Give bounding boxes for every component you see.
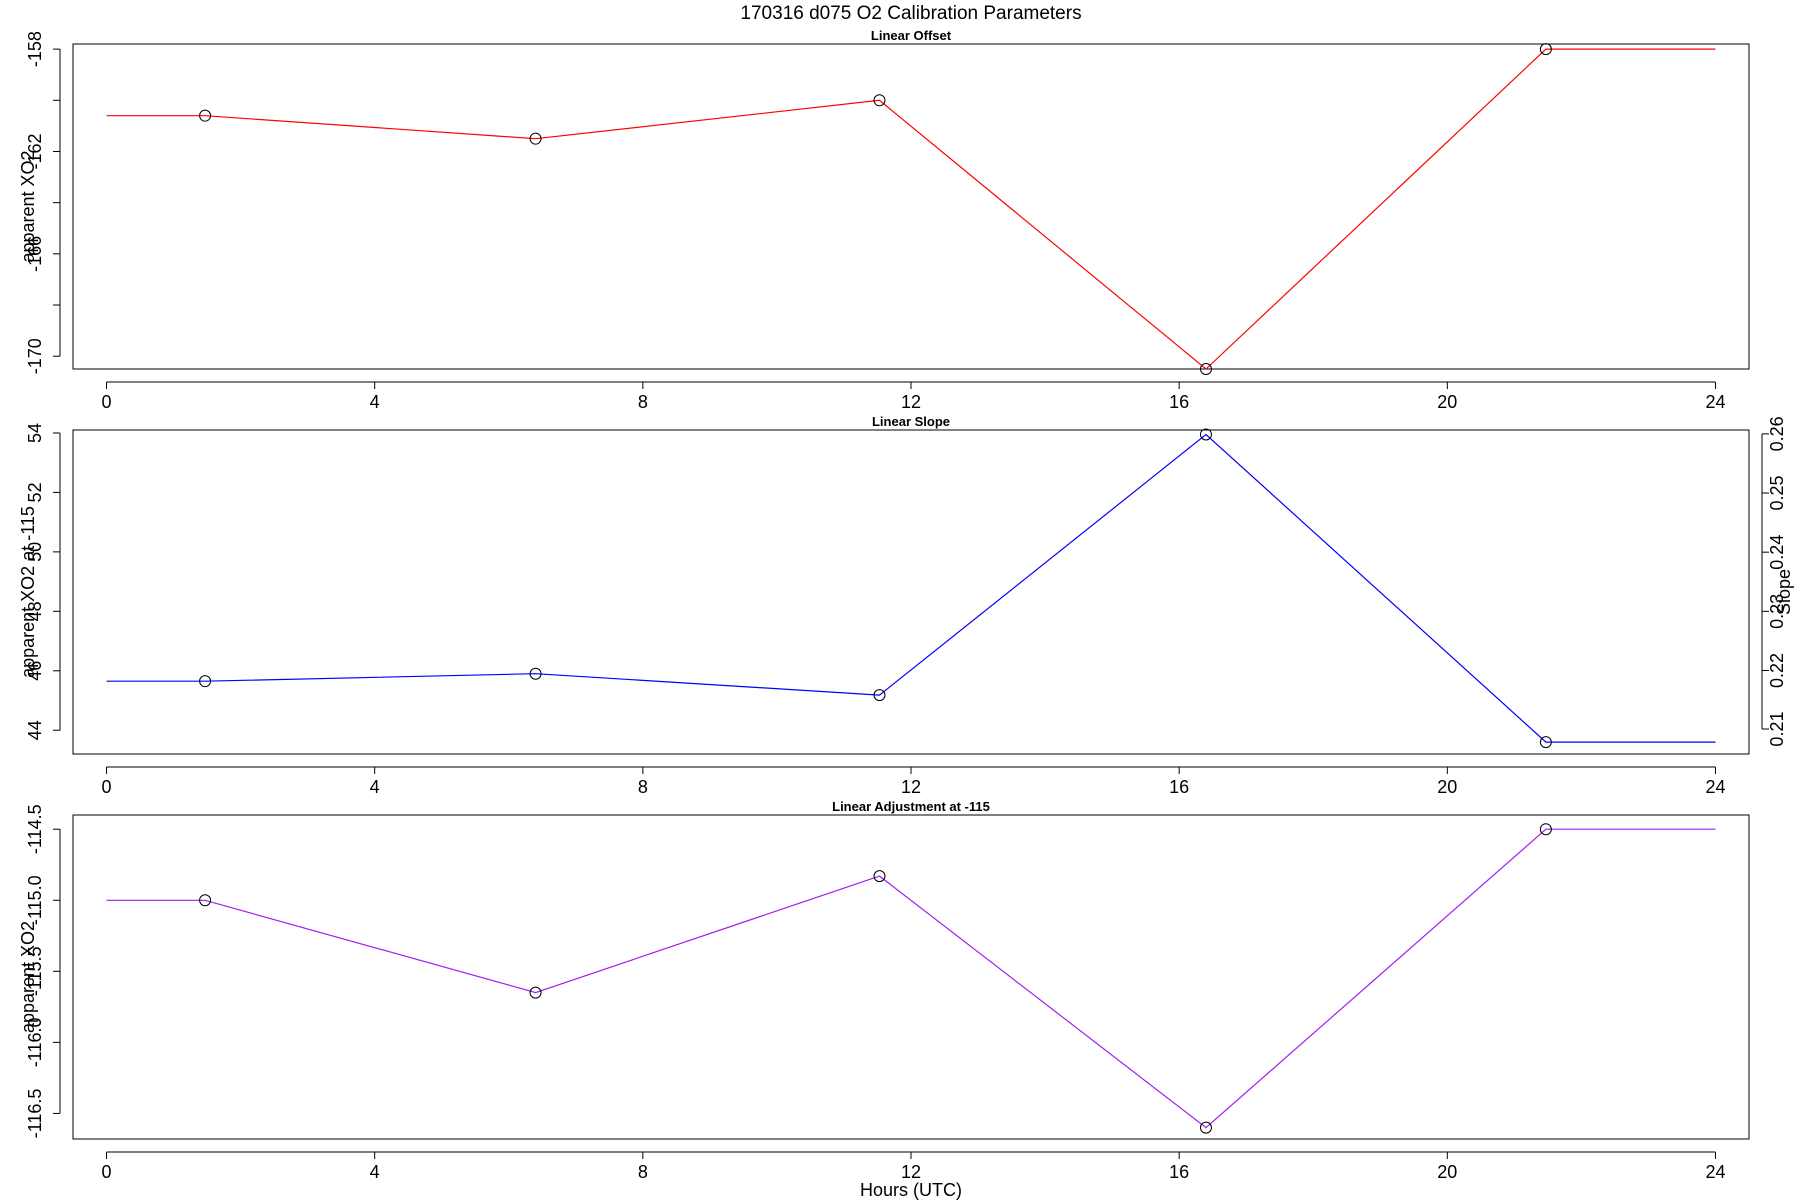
panel1-y-tick-label: -158 bbox=[25, 31, 45, 67]
figure-title: 170316 d075 O2 Calibration Parameters bbox=[740, 3, 1081, 24]
panel3-series-line bbox=[106, 828, 1716, 1129]
panel2-data-point bbox=[1539, 736, 1552, 749]
panel3-x-tick-label: 24 bbox=[1705, 1162, 1725, 1182]
panel3-x-tick-label: 4 bbox=[370, 1162, 380, 1182]
panel2-y2-tick-label: 0.21 bbox=[1767, 712, 1787, 747]
panel1: Linear Offset 0 4 8 12 16 20 24 -158 -162 -166 -170… bbox=[18, 28, 1750, 412]
panel3-x-tick-label: 20 bbox=[1437, 1162, 1457, 1182]
panel1-x-tick-label: 24 bbox=[1705, 392, 1725, 412]
panel2-y-tick-label: 52 bbox=[25, 482, 45, 502]
panel3: Linear Adjustment at -115 0 4 8 12 16 20 24 -114… bbox=[18, 799, 1750, 1182]
panel3-data-point bbox=[1539, 823, 1552, 836]
panel2-y2-tick-label: 0.26 bbox=[1767, 416, 1787, 451]
panel2-y-tick-label: 54 bbox=[25, 423, 45, 443]
panel2-y2-tick-label: 0.24 bbox=[1767, 535, 1787, 570]
panel2-y2-tick-label: 0.22 bbox=[1767, 653, 1787, 688]
panel3-data-point bbox=[199, 894, 212, 907]
panel1-y-axis-title: apparent XO2 bbox=[18, 150, 38, 262]
panel1-y-tick-label: -166 bbox=[25, 236, 45, 272]
panel3-y-tick-label: -114.5 bbox=[25, 804, 45, 854]
panel1-x-tick-label: 16 bbox=[1169, 392, 1189, 412]
panel3-y-axis-title: apparent XO2 bbox=[18, 921, 38, 1033]
panel3-x-tick-label: 16 bbox=[1169, 1162, 1189, 1182]
panel2-x-tick-label: 4 bbox=[370, 777, 380, 797]
panel2-x-tick-label: 24 bbox=[1705, 777, 1725, 797]
panel3-y-tick-label: -115.0 bbox=[25, 875, 45, 925]
panel2-y2-tick-label: 0.23 bbox=[1767, 594, 1787, 629]
panel2-y2-tick-label: 0.25 bbox=[1767, 475, 1787, 510]
panel3-x-tick-label: 12 bbox=[901, 1162, 921, 1182]
panel2-x-tick-label: 0 bbox=[102, 777, 112, 797]
panel2-data-point bbox=[873, 689, 886, 702]
panel2-x-tick-label: 20 bbox=[1437, 777, 1457, 797]
panel2-y-tick-label: 46 bbox=[25, 661, 45, 681]
panel2-y2-axis-title: Slope bbox=[1774, 569, 1794, 615]
panel3-y-tick-label: -115.5 bbox=[25, 946, 45, 996]
panel1-data-point bbox=[1199, 363, 1212, 375]
panel2-x-tick-label: 8 bbox=[638, 777, 648, 797]
panel2-data-point bbox=[199, 675, 212, 688]
panel1-x-tick-label: 4 bbox=[370, 392, 380, 412]
panel1-data-point bbox=[199, 109, 212, 122]
panel3-data-point bbox=[1199, 1121, 1212, 1134]
panel1-data-point bbox=[1539, 43, 1552, 56]
panel2-y-tick-label: 48 bbox=[25, 601, 45, 621]
panel1-y-tick-label: -162 bbox=[25, 133, 45, 169]
panel3-data-point bbox=[529, 986, 542, 999]
panel2-data-point bbox=[529, 667, 542, 680]
panel1-x-tick-label: 20 bbox=[1437, 392, 1457, 412]
panel2-y-axis-title: apparent XO2 at -115 bbox=[18, 506, 38, 678]
panel1-data-point bbox=[873, 94, 886, 107]
panel2-x-tick-label: 12 bbox=[901, 777, 921, 797]
panel1-y-tick-label: -170 bbox=[25, 338, 45, 374]
panel3-data-point bbox=[873, 870, 886, 883]
panel3-y-tick-label: -116.5 bbox=[25, 1089, 45, 1139]
panel2-frame bbox=[72, 429, 1750, 755]
panel2-y-tick-label: 50 bbox=[25, 542, 45, 562]
panel2-x-tick-label: 16 bbox=[1169, 777, 1189, 797]
panel2-y-tick-label: 44 bbox=[25, 720, 45, 740]
panel1-data-point bbox=[529, 132, 542, 145]
panel2-data-point bbox=[1199, 428, 1212, 441]
panel2-title: Linear Slope bbox=[872, 414, 950, 429]
panel1-x-tick-label: 0 bbox=[102, 392, 112, 412]
panel1-x-tick-label: 12 bbox=[901, 392, 921, 412]
panel1-x-tick-label: 8 bbox=[638, 392, 648, 412]
panel3-title: Linear Adjustment at -115 bbox=[832, 799, 990, 814]
panel1-frame bbox=[72, 43, 1750, 370]
figure-xlabel: Hours (UTC) bbox=[860, 1180, 962, 1200]
panel3-x-tick-label: 0 bbox=[102, 1162, 112, 1182]
panel1-title: Linear Offset bbox=[871, 28, 952, 43]
panel3-x-tick-label: 8 bbox=[638, 1162, 648, 1182]
panel1-series-line bbox=[106, 48, 1716, 370]
panel2-series-line bbox=[106, 433, 1716, 743]
panel3-y-tick-label: -116.0 bbox=[25, 1018, 45, 1068]
panel3-frame bbox=[72, 814, 1750, 1140]
